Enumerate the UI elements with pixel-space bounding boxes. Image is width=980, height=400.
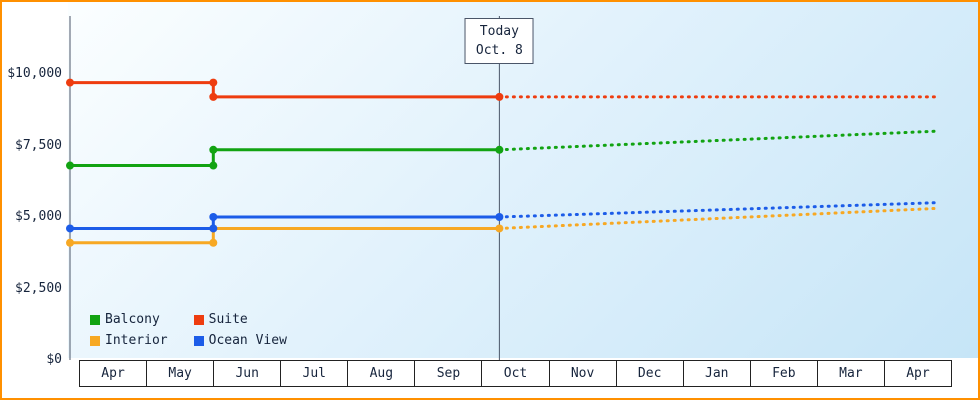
- legend-swatch-balcony: [90, 314, 100, 325]
- legend-swatch-suite: [193, 314, 204, 325]
- legend-label-balcony: Balcony: [105, 312, 160, 327]
- series-line-balcony: [70, 148, 500, 168]
- legend-item-interior: Interior: [90, 333, 168, 348]
- data-point-interior: [495, 224, 504, 233]
- data-point-interior: [66, 238, 74, 247]
- data-point-ocean-view: [495, 213, 504, 221]
- data-point-ocean-view: [209, 224, 218, 233]
- legend-label-interior: Interior: [105, 333, 168, 348]
- today-annotation-title: Today: [479, 24, 519, 39]
- month-cell-may-1: May: [147, 360, 215, 387]
- data-point-balcony: [209, 145, 218, 154]
- data-point-suite: [66, 78, 74, 87]
- data-point-interior: [209, 238, 218, 247]
- month-cell-apr-0: Apr: [79, 360, 148, 387]
- data-point-balcony: [495, 145, 504, 154]
- forecast-line-interior: [497, 206, 938, 230]
- data-point-suite: [209, 92, 218, 101]
- month-cell-jan-9: Jan: [683, 360, 751, 387]
- data-point-balcony: [209, 161, 218, 170]
- legend-item-ocean-view: Ocean View: [193, 333, 287, 348]
- month-cell-nov-7: Nov: [549, 360, 617, 387]
- month-cell-jun-2: Jun: [214, 360, 282, 387]
- data-point-ocean-view: [209, 213, 218, 221]
- data-point-ocean-view: [66, 224, 74, 233]
- month-cell-sep-5: Sep: [415, 360, 483, 387]
- series-line-suite: [70, 81, 500, 99]
- month-cell-mar-11: Mar: [817, 360, 885, 387]
- month-cell-aug-4: Aug: [348, 360, 416, 387]
- legend: Balcony Suite Interior Ocean View: [90, 312, 287, 348]
- data-point-suite: [495, 92, 504, 101]
- legend-item-balcony: Balcony: [90, 312, 168, 327]
- data-point-suite: [209, 78, 218, 87]
- month-cell-dec-8: Dec: [616, 360, 684, 387]
- forecast-line-ocean-view: [497, 201, 938, 219]
- forecast-line-balcony: [497, 129, 938, 152]
- month-cell-apr-12: Apr: [884, 360, 953, 387]
- legend-label-ocean-view: Ocean View: [208, 333, 287, 348]
- data-point-balcony: [66, 161, 74, 170]
- month-cell-oct-6: Oct: [482, 360, 550, 387]
- legend-item-suite: Suite: [193, 312, 287, 327]
- today-annotation-date: Oct. 8: [475, 43, 523, 58]
- legend-swatch-interior: [90, 335, 100, 346]
- month-cell-jul-3: Jul: [281, 360, 349, 387]
- legend-swatch-ocean-view: [193, 335, 204, 346]
- series-line-interior: [70, 226, 500, 245]
- month-cell-feb-10: Feb: [750, 360, 818, 387]
- legend-label-suite: Suite: [208, 312, 248, 327]
- today-annotation: Today Oct. 8: [464, 18, 534, 64]
- x-axis-month-row: Apr May Jun Jul Aug Sep Oct Nov Dec Jan Feb Mar Apr: [79, 360, 953, 387]
- series-line-ocean-view: [70, 215, 500, 230]
